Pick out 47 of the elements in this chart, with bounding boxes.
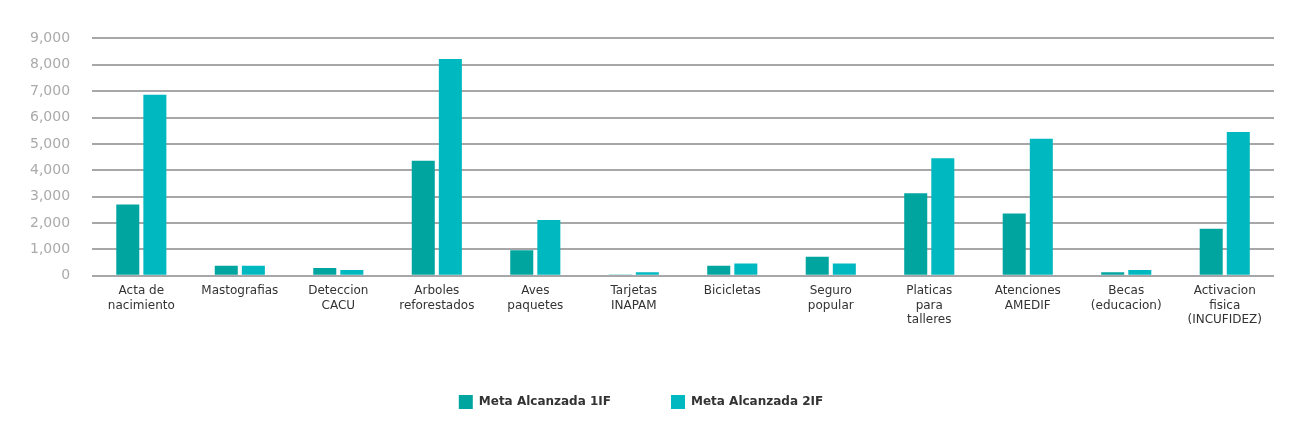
x-tick-label: Arboles reforestados — [399, 283, 475, 312]
x-tick-label: Tarjetas INAPAM — [609, 283, 658, 312]
bar — [411, 160, 435, 275]
bar — [510, 250, 534, 275]
y-tick-label: 4,000 — [29, 160, 71, 177]
bar — [805, 256, 829, 275]
bar — [340, 270, 364, 275]
x-tick-label: Bicicletas — [703, 283, 761, 298]
bar — [116, 204, 140, 275]
y-tick-label: 7,000 — [29, 81, 71, 98]
bar — [241, 265, 265, 275]
y-tick-label: 3,000 — [29, 187, 71, 204]
bar — [635, 272, 659, 275]
x-tick-label: Becas (educacion) — [1090, 283, 1162, 312]
bar — [214, 265, 238, 275]
y-tick-label: 2,000 — [29, 213, 71, 230]
legend-label: Meta Alcanzada 1IF — [478, 394, 612, 409]
bar — [832, 263, 856, 275]
bar — [1199, 228, 1223, 275]
x-tick-label: Atenciones AMEDIF — [994, 283, 1061, 312]
x-tick-label: Platicas para talleres — [906, 283, 953, 326]
y-tick-label: 8,000 — [29, 55, 71, 72]
x-tick-label: Acta de nacimiento — [107, 283, 175, 312]
x-tick-label: Mastografias — [201, 283, 279, 298]
bar — [1101, 272, 1125, 275]
bar — [313, 267, 337, 275]
bar — [438, 58, 462, 275]
y-tick-label: 0 — [61, 266, 71, 283]
y-tick-label: 1,000 — [29, 240, 71, 257]
y-tick-label: 5,000 — [29, 134, 71, 151]
y-tick-label: 9,000 — [29, 29, 71, 46]
x-tick-label: Activacion fisica (INCUFIDEZ) — [1187, 283, 1263, 326]
bar — [1002, 213, 1026, 275]
bar — [143, 94, 167, 275]
bar — [537, 219, 561, 275]
x-tick-label: Deteccion CACU — [308, 283, 369, 312]
legend-label: Meta Alcanzada 2IF — [691, 394, 824, 409]
x-tick-label: Seguro popular — [807, 283, 854, 312]
bar — [931, 158, 955, 275]
y-tick-label: 6,000 — [29, 108, 71, 125]
bar — [904, 193, 928, 275]
bar — [1029, 138, 1053, 275]
bar — [734, 263, 758, 275]
bar — [1128, 270, 1152, 275]
bar — [707, 265, 731, 275]
bar — [1226, 132, 1250, 275]
x-tick-label: Aves paquetes — [507, 283, 564, 312]
